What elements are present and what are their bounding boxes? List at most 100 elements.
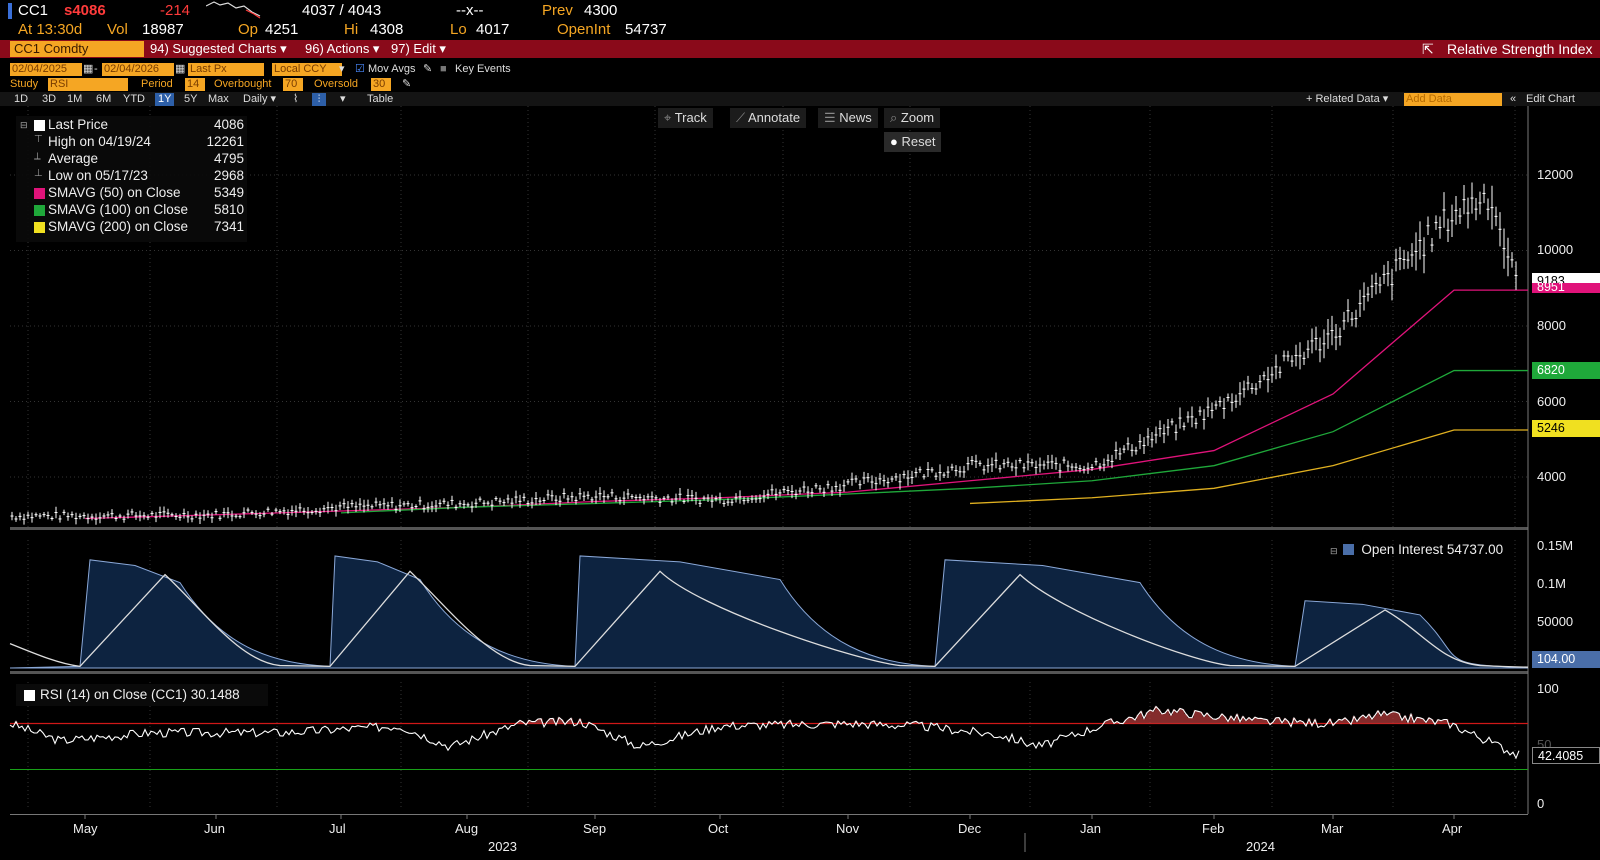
calendar-icon[interactable]: ▦ [83,63,94,75]
line-chart-icon[interactable]: ⌇ [293,93,299,105]
legend-swatch [34,222,45,233]
price-field[interactable]: Last Px [188,63,264,76]
legend-item: SMAVG (200) on Close 7341 [20,219,244,236]
high-label: Hi [344,21,359,38]
news-icon: ☰ [824,110,836,125]
range-button-3d[interactable]: 3D [42,93,57,105]
collapse-icon[interactable]: « [1510,93,1517,105]
range-button-ytd[interactable]: YTD [123,93,145,105]
zoom-label: Zoom [900,110,935,125]
legend-collapse-icon[interactable]: ⊟ [20,120,28,130]
track-button[interactable]: ⌖ Track [658,108,713,128]
zoom-button[interactable]: ⌕ Zoom [884,108,941,128]
x-axis-month: Nov [836,821,860,836]
frequency-dropdown[interactable]: Daily ▾ [243,93,277,105]
pencil-icon[interactable]: ✎ [423,63,433,75]
calendar-icon[interactable]: ▦ [175,63,186,75]
overbought-label: Overbought [214,78,272,90]
chevron-down-icon[interactable]: ▾ [340,93,346,105]
window-title: Relative Strength Index [1447,41,1593,57]
legend-swatch [34,120,45,131]
low-label: Lo [450,21,467,38]
edit-chart-button[interactable]: Edit Chart [1526,93,1575,105]
trade-size: --x-- [456,2,484,19]
prev-value: 4300 [584,2,618,19]
study-label: Study [10,78,39,90]
range-button-max[interactable]: Max [208,93,229,105]
rsi-swatch [24,690,35,701]
legend-label: SMAVG (100) on Close [48,202,189,217]
oversold-field[interactable]: 30 [371,78,391,91]
oi-swatch [1343,544,1354,555]
period-field[interactable]: 14 [185,78,205,91]
x-axis-month: May [73,821,98,836]
x-axis-year: 2023 [488,839,517,854]
rsi-line [9,705,1520,760]
news-button[interactable]: ☰ News [818,108,878,128]
legend-item: ⊤ High on 04/19/24 12261 [20,134,244,151]
legend-marker-icon: ⊥ [34,168,43,179]
candle-chart-icon[interactable]: ⫶ [312,93,326,106]
add-data-field[interactable]: Add Data [1404,93,1502,106]
price-axis-label: 6000 [1537,394,1566,409]
magnifier-icon: ⌕ [890,110,898,125]
checkbox-checked-icon[interactable]: ☑ [355,63,365,75]
openint-value: 54737 [625,21,667,38]
key-events-toggle[interactable]: Key Events [455,63,511,75]
crosshair-icon: ⌖ [664,110,672,125]
legend-value: 12261 [206,134,244,149]
suggested-charts-menu[interactable]: 94) Suggested Charts ▾ [150,41,287,56]
legend-item: SMAVG (100) on Close 5810 [20,202,244,219]
security-field[interactable] [10,41,144,57]
range-button-1y[interactable]: 1Y [155,93,175,106]
bid-ask: 4037 / 4043 [302,2,382,19]
range-bar [0,92,1600,106]
checkbox-icon[interactable]: ■ [440,63,447,75]
range-button-6m[interactable]: 6M [96,93,112,105]
x-axis-line [10,814,1528,815]
actions-menu[interactable]: 96) Actions ▾ [305,41,380,56]
ticker[interactable]: CC1 [18,2,49,19]
reset-button[interactable]: ● Reset [884,132,942,152]
rsi-legend-label: RSI (14) on Close (CC1) 30.1488 [40,687,240,702]
date-from-field[interactable]: 02/04/2025 [10,63,82,76]
oi-axis-label: 0.15M [1537,538,1574,553]
legend-label: SMAVG (50) on Close [48,185,181,200]
mov-avgs-toggle[interactable]: Mov Avgs [368,63,416,75]
overbought-field[interactable]: 70 [283,78,303,91]
edit-menu[interactable]: 97) Edit ▾ [391,41,446,56]
currency-field[interactable]: Local CCY [272,63,342,76]
legend-value: 5349 [213,185,244,200]
x-axis-month: Mar [1321,821,1344,836]
track-label: Track [674,110,707,125]
oi-collapse-icon[interactable]: ⊟ [1330,546,1338,556]
legend-value: 4795 [213,151,244,166]
range-button-5y[interactable]: 5Y [184,93,198,105]
chevron-down-icon[interactable]: ▾ [339,63,345,75]
range-button-1d[interactable]: 1D [14,93,29,105]
rsi-legend: RSI (14) on Close (CC1) 30.1488 [16,684,268,706]
range-button-1m[interactable]: 1M [67,93,83,105]
export-icon[interactable]: ⇱ [1422,41,1434,57]
oi-legend: ⊟ Open Interest 54737.00 [1330,542,1503,557]
study-field[interactable]: RSI [48,78,128,91]
reset-label: Reset [901,134,936,149]
annotate-button[interactable]: ⟋ Annotate [730,108,807,128]
sma-line [340,369,1528,514]
rsi-tag: 42.4085 [1532,747,1600,764]
date-to-field[interactable]: 02/04/2026 [102,63,174,76]
table-button[interactable]: Table [367,93,394,105]
vol-value: 18987 [142,21,184,38]
pencil-icon[interactable]: ✎ [402,78,412,90]
rsi-axis-label: 100 [1537,681,1559,696]
x-axis-month: Dec [958,821,982,836]
legend-label: Average [48,151,99,166]
x-axis-month: Apr [1442,821,1463,836]
annotate-label: Annotate [748,110,801,125]
related-data-menu[interactable]: + Related Data ▾ [1306,93,1389,105]
openint-label: OpenInt [557,21,611,38]
open-interest-area [9,555,1529,669]
open-interest-line [9,570,1529,668]
x-axis-month: Aug [455,821,479,836]
